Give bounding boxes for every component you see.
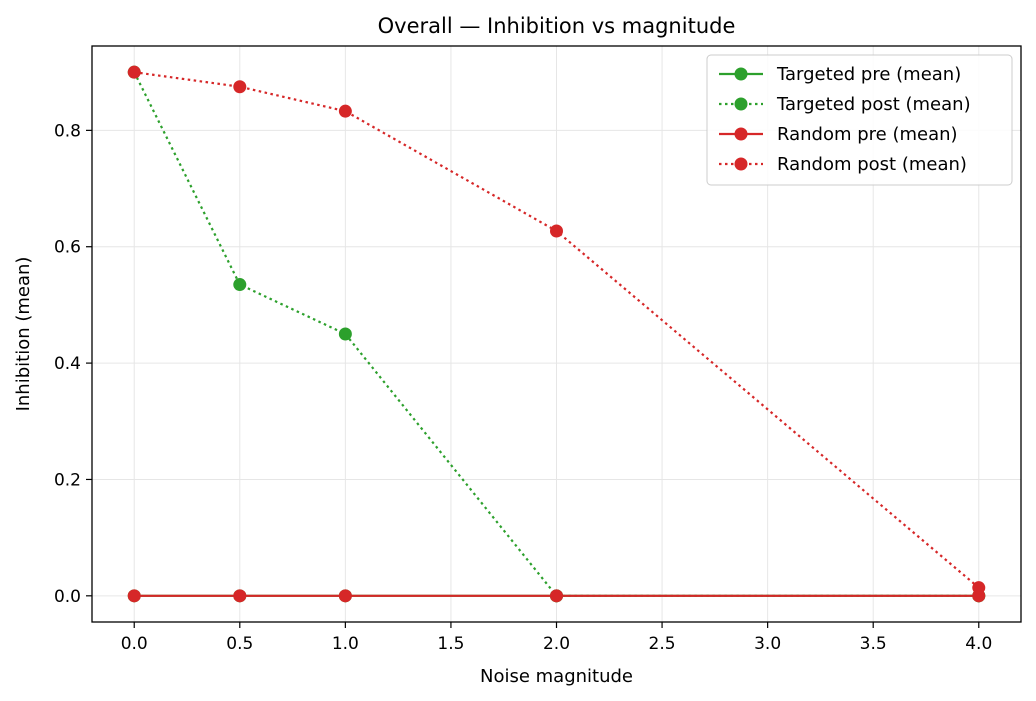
series-marker-3 [233, 80, 247, 94]
x-tick-label: 1.5 [437, 634, 464, 654]
y-tick-label: 0.4 [54, 354, 81, 374]
series-marker-2 [338, 589, 352, 603]
series-marker-2 [550, 589, 563, 603]
legend-marker-1 [734, 97, 748, 111]
y-tick-label: 0.0 [54, 587, 81, 607]
legend-marker-2 [734, 127, 748, 141]
series-marker-3 [550, 224, 563, 238]
series-marker-3 [338, 104, 352, 118]
x-tick-label: 2.5 [649, 634, 676, 654]
x-tick-label: 1.0 [332, 634, 359, 654]
legend-label-3: Random post (mean) [777, 154, 967, 175]
legend-label-2: Random pre (mean) [777, 124, 958, 145]
series-marker-2 [127, 589, 141, 603]
series-marker-3 [127, 65, 141, 79]
x-tick-label: 0.5 [226, 634, 253, 654]
y-tick-label: 0.6 [54, 238, 81, 258]
x-tick-label: 3.0 [754, 634, 781, 654]
series-marker-3 [972, 581, 986, 595]
y-axis-label: Inhibition (mean) [13, 257, 34, 412]
series-marker-1 [233, 278, 247, 292]
legend-box [706, 54, 1013, 186]
x-tick-label: 2.0 [543, 634, 570, 654]
y-tick-label: 0.8 [54, 121, 81, 141]
legend-label-0: Targeted pre (mean) [776, 64, 961, 85]
chart-title: Overall — Inhibition vs magnitude [378, 14, 736, 38]
x-tick-label: 3.5 [860, 634, 887, 654]
series-marker-2 [233, 589, 247, 603]
x-tick-label: 0.0 [121, 634, 148, 654]
legend-marker-0 [734, 67, 748, 81]
series-marker-1 [338, 327, 352, 341]
legend: Targeted pre (mean) Targeted post (mean) R… [706, 54, 1013, 186]
legend-marker-3 [734, 157, 748, 171]
legend-label-1: Targeted post (mean) [776, 94, 971, 115]
series-line-1 [133, 71, 979, 597]
y-tick-label: 0.2 [54, 470, 81, 490]
x-tick-label: 4.0 [965, 634, 992, 654]
x-axis-label: Noise magnitude [480, 666, 633, 687]
